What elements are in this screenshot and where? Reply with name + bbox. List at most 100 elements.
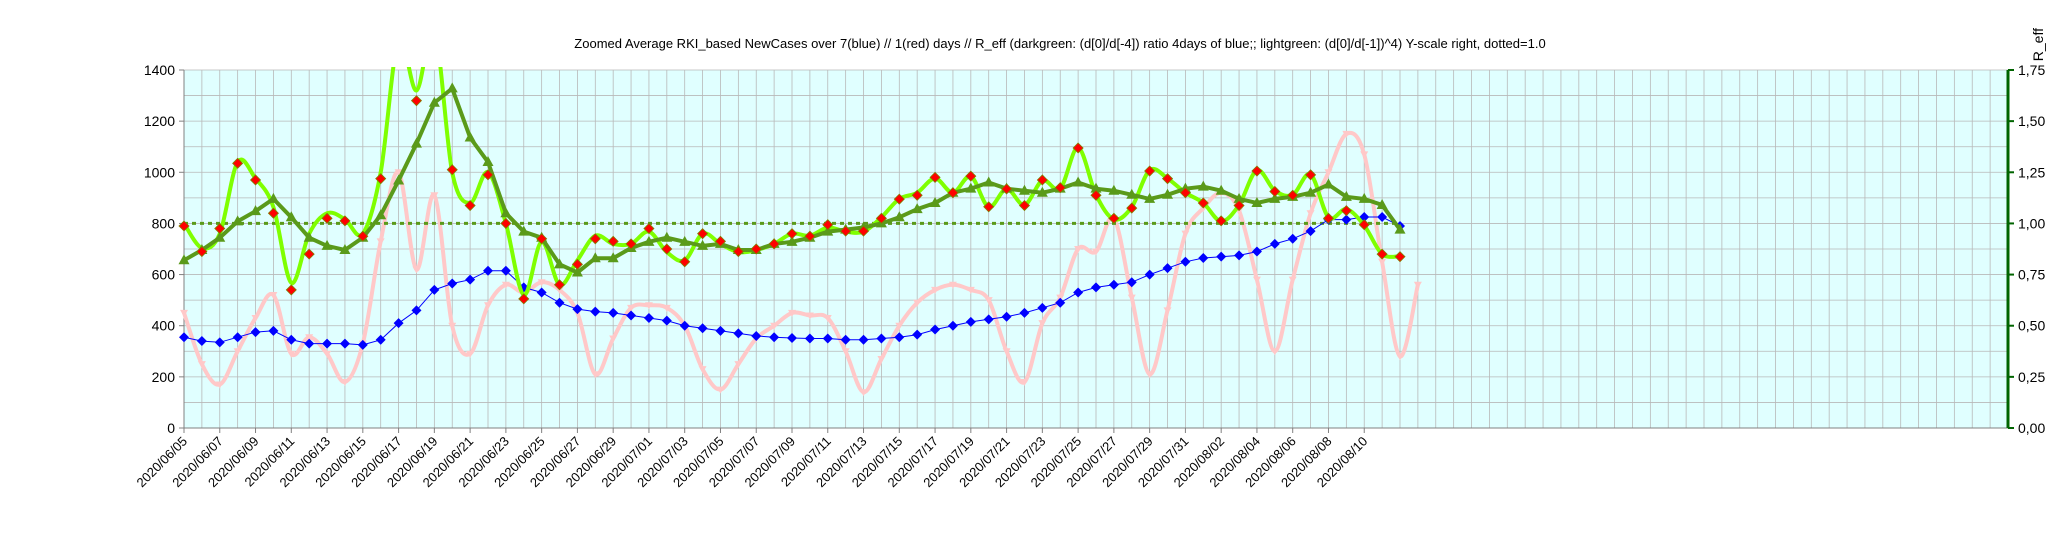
series-darkgreen-marker [554,258,566,269]
series-red-marker [518,293,530,305]
series-darkgreen-marker [267,192,279,203]
series-blue-marker [1198,252,1209,263]
series-pink-marker [644,302,653,310]
series-pink-marker [1324,169,1333,177]
series-pink-marker [1413,281,1422,289]
series-darkgreen-marker [1322,178,1334,189]
series-blue-marker [858,334,869,345]
series-darkgreen-marker [607,252,619,263]
series-blue-marker [214,337,225,348]
series-red-marker [464,199,476,212]
series-pink-marker [591,371,600,379]
series-darkgreen-marker [697,239,709,250]
series-red-marker [1322,212,1335,224]
series-red-marker [1376,248,1388,260]
series-blue-marker [375,334,386,345]
series-darkgreen-marker [518,225,530,236]
series-pink-marker [1306,210,1315,218]
series-blue-marker [196,336,207,347]
series-red-marker [1090,189,1102,201]
series-blue-marker [1251,246,1262,257]
series-blue-marker [679,320,690,331]
series-darkgreen-marker [482,156,494,167]
series-pink-marker [376,238,385,246]
series-blue-marker [536,287,547,298]
series-pink-marker [1074,246,1083,253]
series-blue-marker [447,278,458,289]
series-red-marker [893,193,905,205]
series-blue-marker [250,327,261,338]
series-darkgreen-marker [1233,192,1245,203]
series-red-marker [965,170,977,182]
series-blue-marker [1091,282,1101,293]
series-red-marker [929,171,941,183]
right-tick-label: 1,75 [2018,62,2045,78]
series-blue-marker [572,304,583,315]
series-darkgreen-marker [929,196,941,207]
series-pink-marker [627,304,636,312]
series-red-marker [410,95,423,107]
series-darkgreen-marker [232,215,244,226]
series-red-marker [625,238,637,250]
series-darkgreen-marker [1340,190,1352,201]
series-blue-marker [1216,251,1227,262]
series-red-marker [1126,202,1138,214]
series-red-marker [679,256,691,268]
series-blue-marker [804,333,815,344]
series-darkgreen-marker [1197,180,1209,191]
series-red-marker [321,212,333,224]
series-blue-marker [1126,277,1137,288]
series-blue-marker [983,314,994,325]
left-tick-label: 1000 [144,164,175,180]
series-red-marker [732,245,744,258]
series-red-marker [394,52,404,62]
series-pink-marker [1020,378,1029,386]
series-darkgreen-marker [1126,188,1138,199]
series-pink-marker [430,192,439,200]
left-tick-label: 400 [152,318,176,334]
series-darkgreen-marker [965,182,977,193]
series-darkgreen-marker [822,225,834,236]
series-red-marker [1394,251,1406,263]
series-blue-marker [1269,238,1280,249]
series-darkgreen-marker [1036,186,1048,197]
series-darkgreen-marker [214,231,226,242]
series-red-marker [1179,187,1191,199]
series-red-marker [822,219,834,231]
series-pink-marker [788,309,796,317]
series-darkgreen-marker [679,235,691,246]
series-red-marker [196,245,208,258]
series-blue-marker [912,329,923,340]
series-darkgreen-marker [1269,192,1281,203]
series-pink-marker [931,286,940,294]
left-tick-label: 1200 [144,113,175,129]
series-blue-marker [357,339,368,350]
series-pink-marker [948,281,957,289]
series-pink-marker [1145,371,1154,379]
series-blue-marker [304,338,315,349]
right-axis-label: R_eff [2030,28,2046,61]
series-blue-marker [608,307,619,318]
series-red-marker [947,187,959,199]
series-red-marker [1036,174,1048,186]
series-red-marker [571,258,583,270]
right-tick-label: 0,25 [2018,369,2045,385]
series-darkgreen-marker [893,211,905,222]
series-blue-marker [322,338,333,349]
series-blue-marker [1055,297,1066,308]
series-pink-marker [448,322,457,330]
right-tick-label: 0,75 [2018,267,2045,283]
series-darkgreen-marker [339,244,351,255]
series-blue-marker [411,305,422,316]
series-blue-marker [1377,212,1388,223]
series-red-marker [607,235,619,247]
series-red-marker [661,243,673,255]
right-tick-label: 0,00 [2018,420,2045,436]
series-blue-marker [393,318,404,329]
series-red-marker [983,201,995,213]
series-pink-marker [287,350,296,358]
series-darkgreen-marker [1305,186,1317,197]
series-red-marker [1144,165,1156,177]
series-darkgreen-marker [464,131,476,142]
